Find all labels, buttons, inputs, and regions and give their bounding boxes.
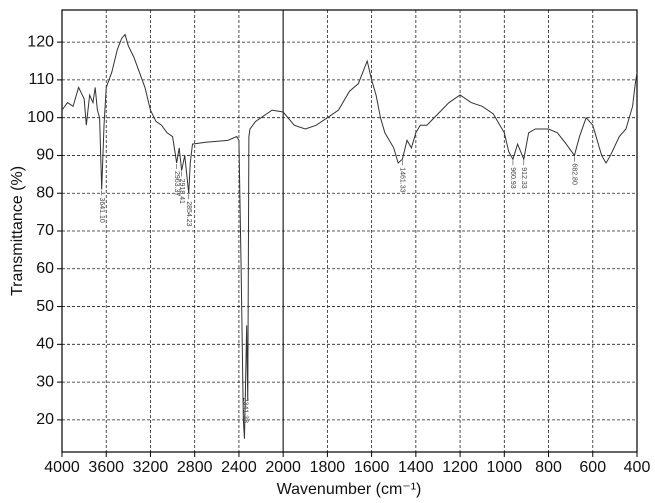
- y-tick-label: 80: [36, 184, 54, 201]
- x-tick-label: 600: [579, 459, 606, 476]
- y-tick-label: 90: [36, 147, 54, 164]
- y-tick-label: 120: [27, 33, 54, 50]
- annotation: 3641.10: [98, 197, 105, 222]
- annotation: 682.80: [571, 163, 578, 185]
- x-tick-label: 1000: [487, 459, 523, 476]
- plot-frame: [61, 9, 638, 453]
- x-axis-label: Wavenumber (cm⁻¹): [277, 481, 422, 498]
- annotation: 2918.41: [178, 179, 185, 204]
- y-tick-label: 30: [36, 373, 54, 390]
- x-tick-label: 400: [624, 459, 651, 476]
- x-tick-label: 4000: [44, 459, 80, 476]
- y-tick-label: 110: [28, 71, 54, 88]
- x-tick-label: 1400: [398, 459, 434, 476]
- y-tick-label: 40: [36, 336, 54, 353]
- y-tick-label: 100: [27, 109, 54, 126]
- annotation: 960.93: [509, 167, 516, 189]
- annotation: 2341.38: [242, 398, 249, 423]
- y-tick-label: 20: [36, 411, 54, 428]
- x-tick-label: 3600: [88, 459, 124, 476]
- x-tick-label: 1200: [442, 459, 478, 476]
- annotation: 2963.37: [173, 171, 180, 196]
- annotation: 1461.33: [399, 167, 406, 192]
- annotation: 2854.23: [185, 201, 192, 226]
- x-tick-label: 2000: [265, 459, 301, 476]
- x-tick-label: 2400: [221, 459, 257, 476]
- x-tick-label: 800: [535, 459, 562, 476]
- y-tick-label: 50: [36, 298, 54, 315]
- x-tick-label: 1800: [310, 459, 346, 476]
- x-tick-label: 3200: [133, 459, 169, 476]
- y-tick-label: 60: [36, 260, 54, 277]
- y-tick-label: 70: [36, 222, 54, 239]
- y-axis-label: Transmittance (%): [9, 166, 26, 296]
- x-tick-label: 1600: [354, 459, 390, 476]
- annotation: 912.33: [520, 167, 527, 189]
- x-tick-label: 2800: [177, 459, 213, 476]
- spectrum-line: [61, 33, 638, 439]
